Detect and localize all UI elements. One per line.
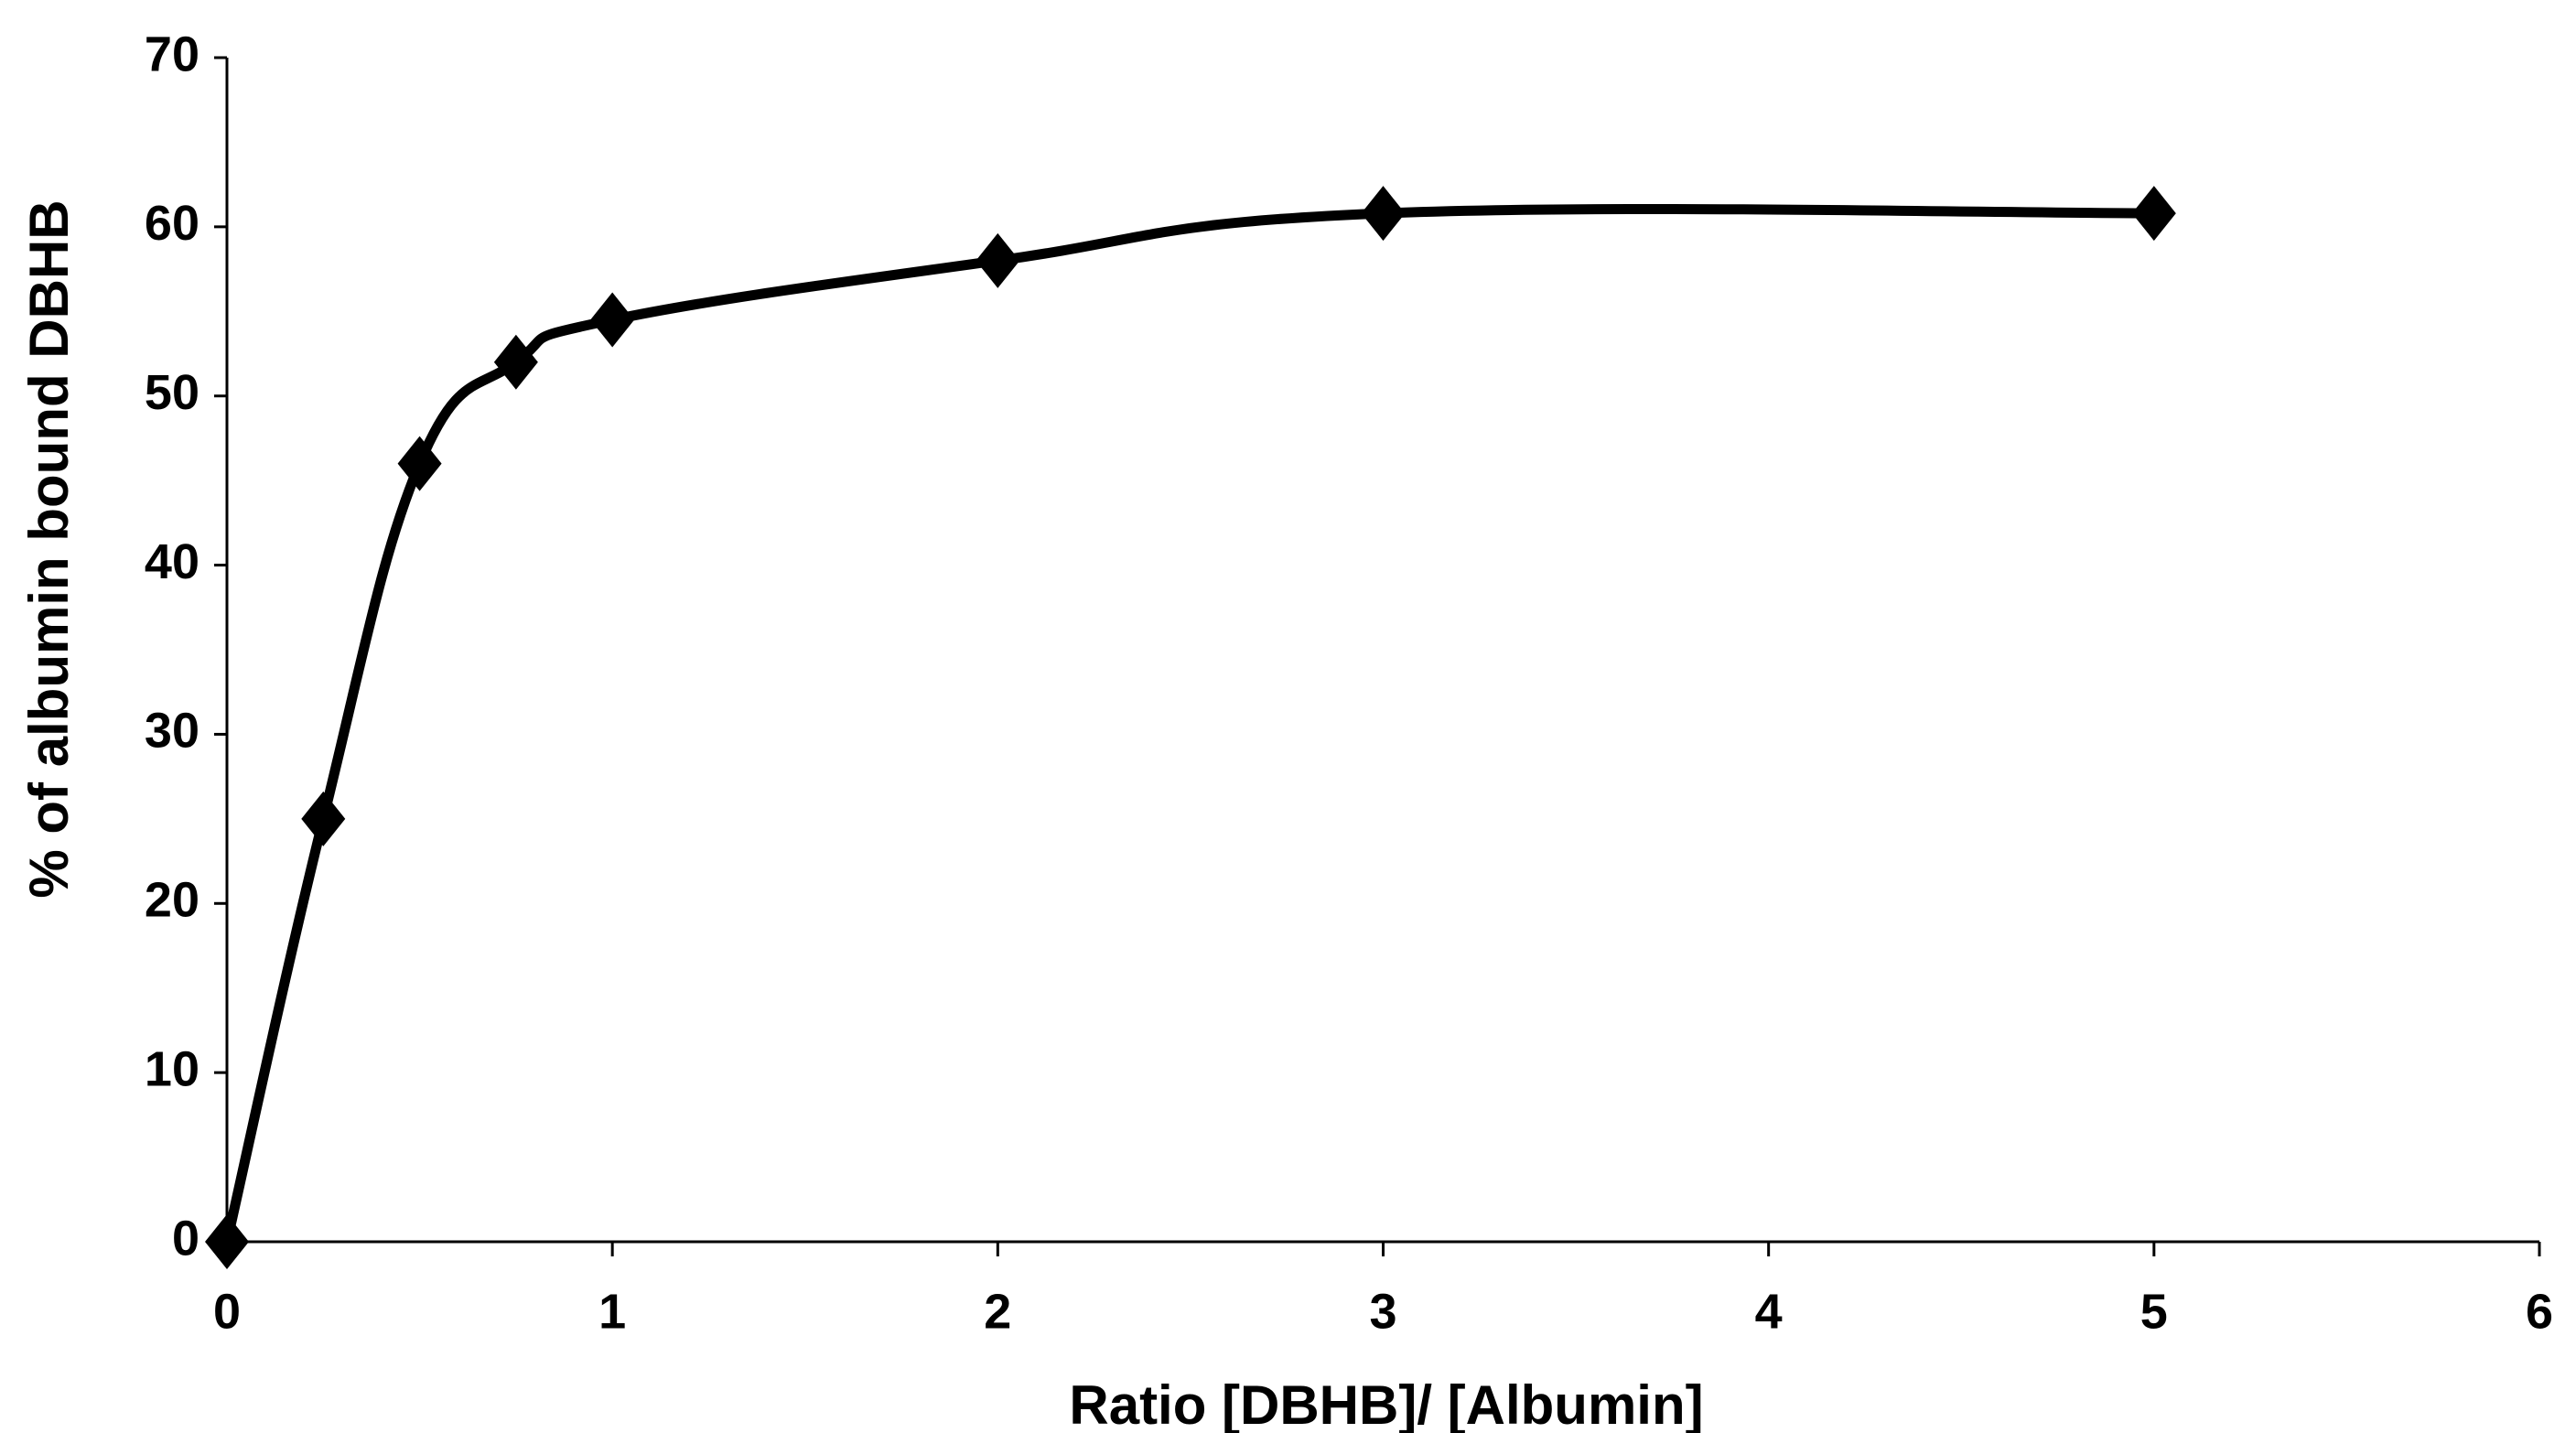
x-tick-label: 2 — [984, 1284, 1011, 1339]
y-tick-label: 20 — [145, 873, 199, 928]
x-tick-label: 1 — [598, 1284, 626, 1339]
marker — [1361, 186, 1406, 242]
y-tick-label: 30 — [145, 704, 199, 759]
y-tick-label: 10 — [145, 1041, 199, 1096]
y-tick-label: 60 — [145, 196, 199, 251]
x-axis-title: Ratio [DBHB]/ [Albumin] — [1069, 1374, 1703, 1433]
marker — [397, 436, 442, 491]
x-tick-label: 5 — [2140, 1284, 2168, 1339]
marker — [2131, 186, 2176, 242]
y-tick-label: 70 — [145, 27, 199, 81]
y-tick-label: 0 — [172, 1211, 199, 1266]
marker — [205, 1214, 249, 1269]
y-tick-label: 40 — [145, 534, 199, 589]
marker — [301, 791, 346, 846]
marker — [975, 232, 1020, 288]
marker — [493, 334, 538, 390]
x-tick-label: 6 — [2526, 1284, 2553, 1339]
x-tick-label: 3 — [1369, 1284, 1396, 1339]
y-axis-title: % of albumin bound DBHB — [18, 199, 80, 898]
y-tick-label: 50 — [145, 365, 199, 420]
x-tick-label: 4 — [1755, 1284, 1783, 1339]
marker — [590, 292, 635, 348]
x-tick-label: 0 — [213, 1284, 241, 1339]
